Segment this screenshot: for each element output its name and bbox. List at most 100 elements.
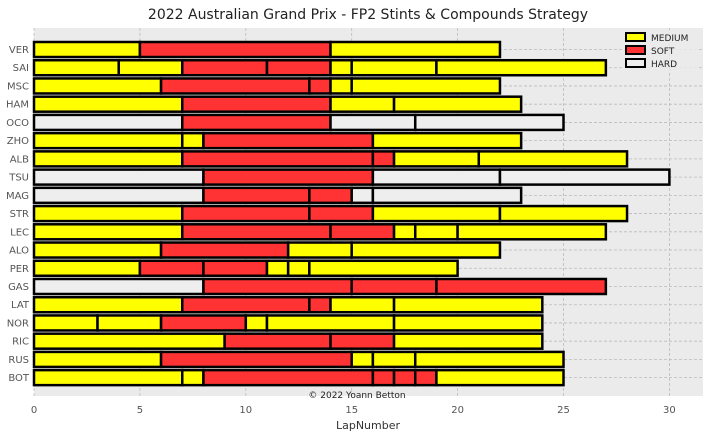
stint-bar-str-1 — [34, 206, 182, 221]
y-tick-label-alo: ALO — [9, 246, 29, 257]
stint-bar-mag-1 — [34, 188, 203, 203]
stint-bar-tsu-1 — [34, 170, 203, 185]
stint-bar-bot-5 — [394, 370, 415, 385]
stint-bar-nor-2 — [98, 315, 162, 330]
stint-bar-lec-3 — [331, 224, 395, 239]
stint-bar-msc-2 — [161, 78, 309, 93]
stint-bar-rus-4 — [373, 352, 415, 367]
stint-bar-msc-1 — [34, 78, 161, 93]
y-tick-label-gas: GAS — [8, 282, 29, 293]
legend-label-hard: HARD — [651, 60, 677, 70]
legend: MEDIUM SOFT HARD — [622, 30, 698, 72]
stint-bar-ric-3 — [331, 334, 395, 349]
stint-bar-lat-4 — [331, 297, 395, 312]
y-tick-label-ric: RIC — [12, 337, 29, 348]
stint-bar-sai-2 — [119, 60, 183, 75]
stint-bar-bot-1 — [34, 370, 182, 385]
stint-bar-alo-3 — [288, 243, 352, 258]
y-tick-label-msc: MSC — [7, 81, 29, 92]
y-tick-label-tsu: TSU — [8, 173, 29, 184]
stint-bar-ver-1 — [34, 42, 140, 57]
credit-text: © 2022 Yoann Betton — [308, 391, 405, 401]
stint-bar-sai-4 — [267, 60, 331, 75]
y-tick-label-lec: LEC — [10, 227, 29, 238]
x-tick-label: 30 — [663, 405, 676, 416]
stint-bar-ric-1 — [34, 334, 225, 349]
stint-bar-per-4 — [267, 261, 288, 276]
stint-bar-zho-4 — [373, 133, 521, 148]
stint-bar-str-2 — [182, 206, 309, 221]
legend-label-medium: MEDIUM — [651, 34, 688, 44]
stint-bar-per-2 — [140, 261, 204, 276]
stint-bar-mag-4 — [352, 188, 373, 203]
legend-swatch-soft — [626, 46, 645, 54]
stint-bar-ver-2 — [140, 42, 331, 57]
stint-bar-msc-4 — [331, 78, 352, 93]
stint-bar-bot-7 — [436, 370, 563, 385]
stint-bar-sai-1 — [34, 60, 119, 75]
stint-bar-oco-2 — [182, 115, 330, 130]
stint-bar-lec-5 — [415, 224, 457, 239]
stint-bar-sai-6 — [352, 60, 437, 75]
stint-bar-alb-3 — [373, 151, 394, 166]
stint-bar-rus-2 — [161, 352, 352, 367]
stint-bar-lec-2 — [182, 224, 330, 239]
y-tick-label-ver: VER — [9, 45, 29, 56]
stint-bar-tsu-2 — [203, 170, 372, 185]
y-tick-label-nor: NOR — [7, 318, 29, 329]
y-tick-label-rus: RUS — [8, 355, 29, 366]
stint-bar-nor-5 — [267, 315, 394, 330]
y-tick-label-zho: ZHO — [7, 136, 29, 147]
stint-bar-alo-1 — [34, 243, 161, 258]
stint-bar-ham-4 — [394, 97, 521, 112]
stint-bar-ric-4 — [394, 334, 542, 349]
stint-bar-zho-1 — [34, 133, 182, 148]
stint-bar-rus-5 — [415, 352, 563, 367]
y-tick-label-per: PER — [10, 264, 29, 275]
stint-bar-gas-3 — [352, 279, 437, 294]
stint-bar-zho-2 — [182, 133, 203, 148]
y-tick-label-alb: ALB — [10, 154, 29, 165]
stint-bar-gas-4 — [436, 279, 605, 294]
stint-bar-msc-5 — [352, 78, 500, 93]
stint-bar-oco-1 — [34, 115, 182, 130]
chart-title: 2022 Australian Grand Prix - FP2 Stints … — [148, 7, 588, 23]
stint-bar-rus-1 — [34, 352, 161, 367]
y-tick-label-lat: LAT — [11, 300, 30, 311]
stint-bar-lat-3 — [309, 297, 330, 312]
stint-bar-ham-1 — [34, 97, 182, 112]
stint-bar-alb-1 — [34, 151, 182, 166]
stint-bar-mag-5 — [373, 188, 521, 203]
stint-bar-nor-3 — [161, 315, 246, 330]
x-tick-label: 20 — [451, 405, 464, 416]
stint-bar-per-5 — [288, 261, 309, 276]
x-tick-label: 25 — [557, 405, 570, 416]
stint-bar-oco-3 — [331, 115, 416, 130]
stint-bar-alo-2 — [161, 243, 288, 258]
y-tick-label-str: STR — [10, 209, 29, 220]
stint-bar-bot-3 — [203, 370, 372, 385]
stint-bar-alb-2 — [182, 151, 373, 166]
stint-bar-ham-2 — [182, 97, 330, 112]
stint-bar-nor-6 — [394, 315, 542, 330]
y-tick-label-sai: SAI — [13, 63, 29, 74]
stint-bar-per-1 — [34, 261, 140, 276]
x-axis-label: LapNumber — [336, 419, 401, 432]
stint-bar-mag-3 — [309, 188, 351, 203]
stint-bar-sai-7 — [436, 60, 605, 75]
stint-bar-bot-4 — [373, 370, 394, 385]
stint-bar-lec-1 — [34, 224, 182, 239]
stint-bar-nor-4 — [246, 315, 267, 330]
stint-bar-alb-4 — [394, 151, 479, 166]
stint-bar-lec-4 — [394, 224, 415, 239]
stint-bar-alo-4 — [352, 243, 500, 258]
stint-bar-bot-6 — [415, 370, 436, 385]
stint-bar-ham-3 — [331, 97, 395, 112]
stint-bar-ric-2 — [225, 334, 331, 349]
x-tick-label: 10 — [239, 405, 252, 416]
stint-bar-str-3 — [309, 206, 373, 221]
x-tick-label: 0 — [31, 405, 37, 416]
legend-swatch-hard — [626, 59, 645, 67]
stint-bar-sai-3 — [182, 60, 267, 75]
